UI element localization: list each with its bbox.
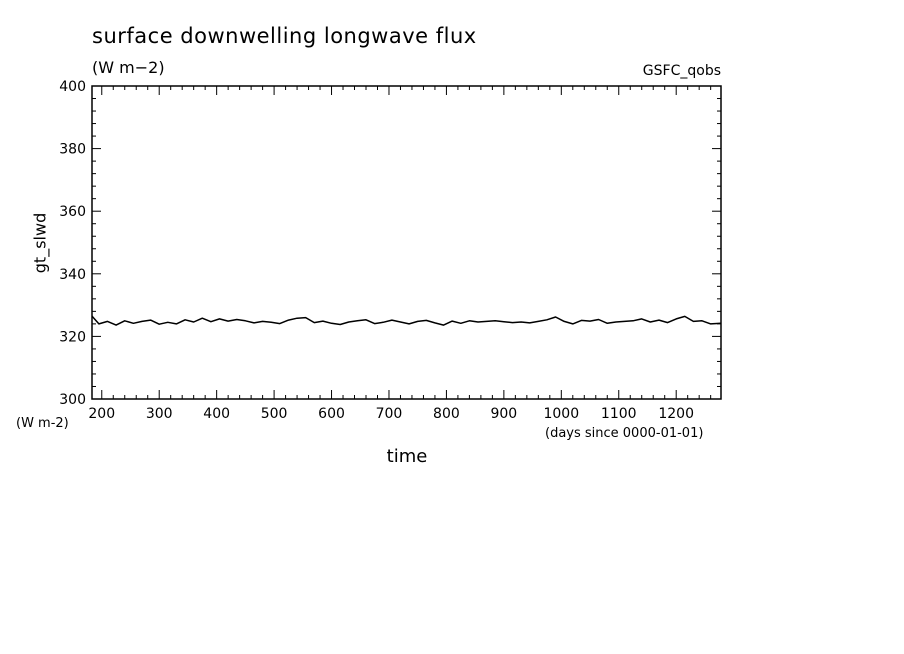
x-tick-label: 500 <box>261 406 288 422</box>
x-tick-labels: 200 300 400 500 600 700 800 900 1000 1100 1200 <box>88 406 694 422</box>
x-tick-label: 900 <box>490 406 517 422</box>
x-tick-label: 1200 <box>658 406 694 422</box>
x-tick-label: 600 <box>318 406 345 422</box>
y-tick-label: 300 <box>59 392 86 408</box>
y-tick-label: 320 <box>59 329 86 345</box>
series-line <box>91 315 722 326</box>
x-tick-label: 200 <box>88 406 115 422</box>
x-axis-label: time <box>386 446 428 467</box>
y-tick-label: 380 <box>59 142 86 158</box>
x-tick-label: 700 <box>376 406 403 422</box>
x-tick-label: 800 <box>433 406 460 422</box>
x-tick-label: 1100 <box>601 406 637 422</box>
source-label: GSFC_qobs <box>642 63 721 79</box>
x-tick-label: 300 <box>146 406 173 422</box>
series-lines <box>91 315 722 326</box>
plot-frame <box>91 85 722 400</box>
y-tick-label: 340 <box>59 267 86 283</box>
x-tick-label: 400 <box>203 406 230 422</box>
x-tick-label: 1000 <box>543 406 579 422</box>
y-tick-labels: 300 320 340 360 380 400 <box>59 79 86 408</box>
y-tick-label: 400 <box>59 79 86 95</box>
chart-title: surface downwelling longwave flux <box>92 24 477 48</box>
axis-ticks <box>92 85 721 400</box>
x-axis-units: (days since 0000-01-01) <box>545 426 704 441</box>
chart-subtitle-units: (W m−2) <box>92 58 165 77</box>
y-tick-label: 360 <box>59 204 86 220</box>
y-axis-units: (W m-2) <box>16 416 69 431</box>
